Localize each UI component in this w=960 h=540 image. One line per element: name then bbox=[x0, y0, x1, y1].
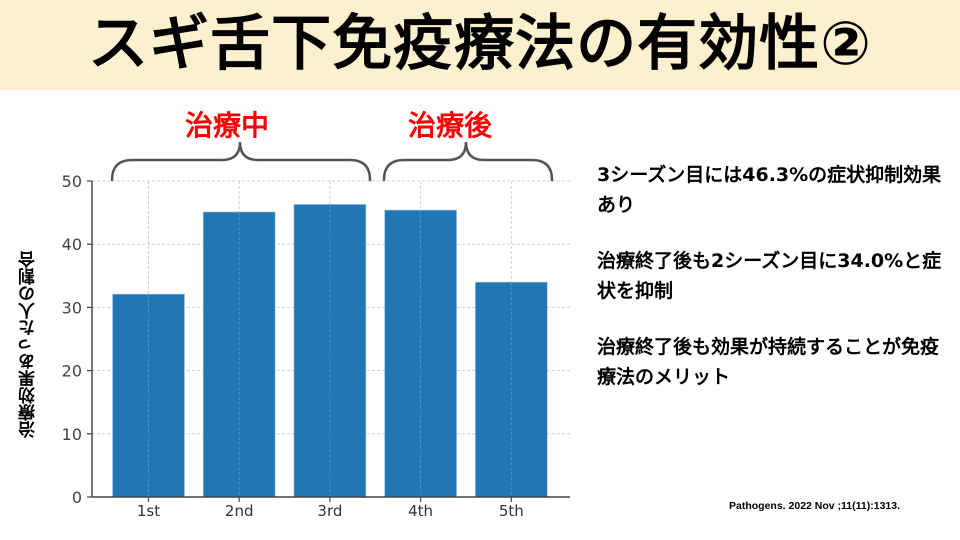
notes-panel: 3シーズン目には46.3%の症状抑制効果あり 治療終了後も2シーズン目に34.0… bbox=[597, 160, 957, 418]
brace-during-treatment bbox=[110, 141, 372, 182]
note-3: 治療終了後も効果が持続することが免疫療法のメリット bbox=[597, 336, 940, 388]
page-title: スギ舌下免疫療法の有効性② bbox=[88, 9, 872, 79]
x-tick-label: 5th bbox=[499, 502, 524, 520]
title-bar bbox=[0, 0, 960, 90]
x-tick-label: 4th bbox=[408, 502, 433, 520]
phase-label-after-treatment: 治療後 bbox=[408, 109, 493, 142]
citation: Pathogens. 2022 Nov ;11(11):1313. bbox=[729, 500, 900, 512]
x-tick-label: 1st bbox=[137, 502, 160, 520]
y-tick-label: 20 bbox=[62, 362, 82, 381]
axes: 0 10 20 30 40 50 1st 2nd 3rd 4th 5th bbox=[62, 172, 570, 520]
y-tick-label: 0 bbox=[72, 488, 82, 507]
y-tick-label: 30 bbox=[62, 298, 82, 317]
note-2: 治療終了後も2シーズン目に34.0%と症状を抑制 bbox=[597, 250, 942, 302]
braces bbox=[110, 141, 554, 182]
y-tick-label: 50 bbox=[62, 172, 82, 191]
x-tick-label: 2nd bbox=[225, 502, 254, 520]
bars bbox=[112, 204, 548, 498]
x-tick-label: 3rd bbox=[317, 502, 342, 520]
brace-after-treatment bbox=[382, 141, 554, 182]
phase-label-during-treatment: 治療中 bbox=[185, 109, 270, 142]
y-tick-label: 40 bbox=[62, 235, 82, 254]
y-tick-label: 10 bbox=[62, 425, 82, 444]
bar-4th bbox=[384, 209, 457, 498]
note-1: 3シーズン目には46.3%の症状抑制効果あり bbox=[597, 164, 942, 216]
